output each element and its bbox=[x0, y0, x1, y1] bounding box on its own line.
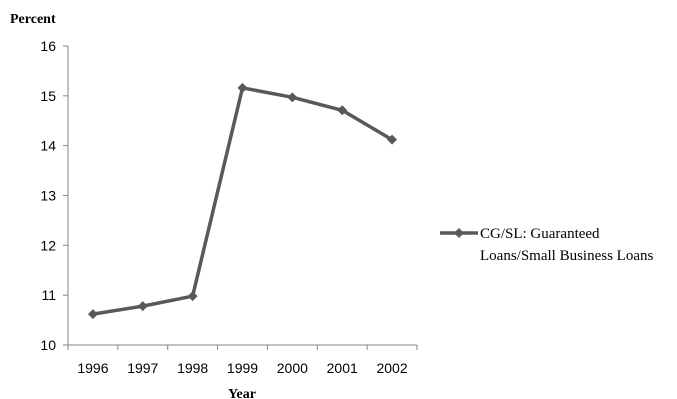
data-markers bbox=[87, 82, 398, 320]
y-tick-label: 13 bbox=[40, 188, 56, 204]
data-point-marker bbox=[287, 92, 298, 103]
x-tick-label: 1997 bbox=[127, 360, 158, 376]
legend-label: Loans/Small Business Loans bbox=[480, 248, 653, 264]
axes bbox=[63, 45, 418, 350]
data-point-marker bbox=[87, 309, 98, 320]
legend-label: CG/SL: Guaranteed bbox=[480, 226, 600, 242]
legend: CG/SL: Guaranteed Loans/Small Business Lo… bbox=[440, 226, 653, 264]
data-point-marker bbox=[237, 82, 248, 93]
y-tick-label: 16 bbox=[40, 38, 56, 54]
y-tick-label: 12 bbox=[40, 237, 56, 253]
x-tick-label: 1996 bbox=[77, 360, 108, 376]
x-tick-label: 2002 bbox=[376, 360, 407, 376]
y-axis-label: Percent bbox=[10, 12, 56, 27]
data-point-marker bbox=[187, 291, 198, 302]
x-tick-label: 2001 bbox=[327, 360, 358, 376]
x-axis-label: Year bbox=[228, 387, 256, 399]
y-tick-labels: 10 11 12 13 14 15 16 bbox=[40, 38, 56, 353]
y-tick-label: 15 bbox=[40, 88, 56, 104]
x-tick-label: 2000 bbox=[277, 360, 308, 376]
data-point-marker bbox=[387, 134, 398, 145]
y-tick-label: 14 bbox=[40, 138, 56, 154]
series-line bbox=[92, 86, 393, 316]
series-line-group bbox=[92, 86, 393, 316]
x-tick-labels: 1996 1997 1998 1999 2000 2001 2002 bbox=[77, 360, 408, 376]
x-tick-label: 1999 bbox=[227, 360, 258, 376]
data-point-marker bbox=[337, 105, 348, 116]
data-point-marker bbox=[137, 301, 148, 312]
legend-marker bbox=[454, 228, 464, 238]
y-tick-label: 10 bbox=[40, 337, 56, 353]
x-tick-label: 1998 bbox=[177, 360, 208, 376]
y-tick-label: 11 bbox=[41, 287, 56, 303]
